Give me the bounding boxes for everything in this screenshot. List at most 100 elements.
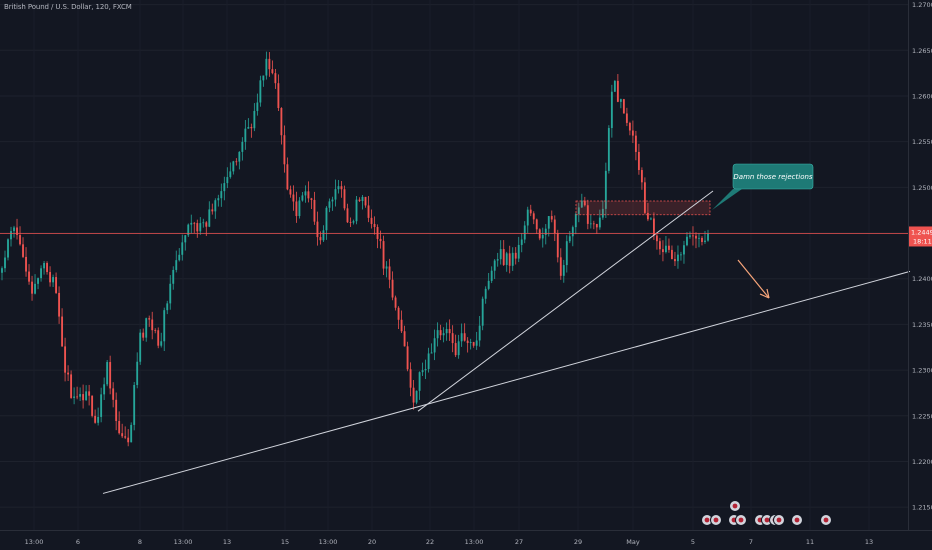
candle-body [484,288,487,299]
candle-body [451,333,454,344]
candle-body [454,343,457,356]
time-tick-label: 20 [368,538,376,546]
price-tag-value: 1.24495 [911,228,932,236]
event-marker[interactable] [729,500,741,512]
price-tick-label: 1.24000 [912,275,932,283]
candle-body [406,346,409,370]
event-marker[interactable] [820,514,832,526]
candle-body [668,245,670,250]
candle-body [412,387,415,403]
candle-body [448,329,451,334]
price-tick-label: 1.21500 [912,504,932,512]
candle-body [298,200,301,217]
candle-body [268,58,271,70]
candle-body [58,292,61,317]
candle-body [655,235,658,242]
candle-body [674,259,676,262]
candle-body [460,333,463,342]
price-tick-label: 1.22500 [912,412,932,420]
candle-body [220,191,223,199]
candle-body [19,235,21,245]
candle-body [490,270,493,281]
candle-body [577,207,580,215]
candle-body [112,388,115,400]
candle-body [97,416,100,423]
event-marker[interactable] [735,514,747,526]
candle-body [247,126,250,129]
candle-body [130,424,133,443]
candle-body [532,213,535,220]
candle-body [652,218,655,236]
candle-body [139,332,142,362]
candle-body [373,223,376,228]
event-marker[interactable] [773,514,785,526]
event-marker[interactable] [710,514,722,526]
candle-body [616,80,619,102]
candle-body [136,361,139,385]
candle-body [583,200,586,206]
candle-body [397,307,400,320]
candle-body [115,399,118,422]
candle-body [475,340,478,346]
candle-body [13,227,15,232]
candle-body [595,224,598,228]
candle-body [466,340,469,343]
candle-body [505,253,508,265]
candle-body [556,233,559,258]
candle-body [478,325,481,341]
price-axis[interactable]: 1.270001.265001.260001.255001.250001.245… [908,0,932,530]
candle-body [598,217,601,228]
candle-body [166,303,169,311]
candle-body [286,164,289,190]
candle-body [28,271,30,282]
candle-body [280,108,283,136]
time-tick-label: 13:00 [465,538,484,546]
candle-body [541,234,544,239]
event-marker[interactable] [791,514,803,526]
time-tick-label: 29 [574,538,582,546]
candle-body [517,244,520,259]
time-tick-label: 11 [806,538,814,546]
candle-body [148,318,151,320]
candle-body [238,151,241,162]
candle-body [4,257,6,269]
candle-body [686,236,688,246]
candle-body [439,330,442,336]
candle-body [142,332,145,338]
candle-body [43,263,45,269]
candle-body [67,372,70,375]
candle-body [109,362,112,389]
candle-body [361,196,364,202]
candle-body [370,217,373,224]
candle-body [496,259,499,261]
event-flag-dot [823,517,829,523]
candle-body [487,280,490,289]
economic-events[interactable] [701,500,832,526]
candle-body [7,239,9,258]
time-axis[interactable]: 13:00 6 8 13:00 13 15 13:00 20 22 13:00 27 29 May 5 7 1… [0,530,932,547]
candle-body [235,161,238,163]
candle-body [337,186,340,190]
candle-body [637,151,640,171]
candle-body [169,283,172,304]
candle-body [154,330,157,331]
candle-body [526,209,529,226]
candle-body [307,191,310,199]
candle-body [178,254,181,261]
candle-body [355,199,358,222]
candle-body [421,370,424,373]
overlays: Damn those rejections [0,163,911,494]
candle-body [592,223,595,225]
time-tick-label: May [626,538,640,546]
candle-body [580,200,583,208]
candle-body [553,219,556,234]
candle-body [187,224,190,236]
candle-body [82,394,85,401]
candle-body [244,128,247,142]
candle-body [79,394,82,397]
candle-body [391,279,394,298]
candle-body [589,223,592,225]
candle-body [562,265,565,276]
